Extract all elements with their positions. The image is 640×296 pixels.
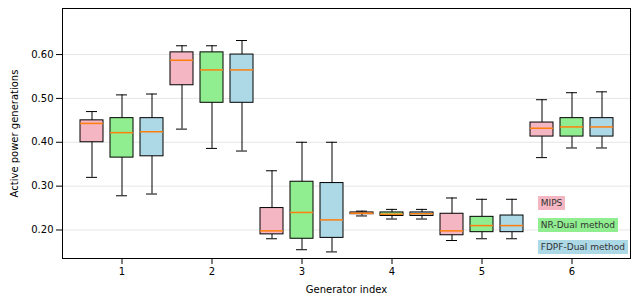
svg-text:0.60: 0.60 [31,49,53,60]
svg-text:Active power generations: Active power generations [9,70,20,198]
svg-text:6: 6 [569,266,575,277]
svg-text:0.20: 0.20 [31,224,53,235]
svg-text:2: 2 [209,266,215,277]
svg-text:1: 1 [119,266,125,277]
svg-text:0.50: 0.50 [31,93,53,104]
svg-text:Generator index: Generator index [306,284,387,295]
svg-text:3: 3 [299,266,305,277]
svg-text:5: 5 [479,266,485,277]
svg-text:0.40: 0.40 [31,136,53,147]
html-text:FDPF-Dual method: FDPF-Dual method [540,242,625,252]
svg-text:4: 4 [389,266,395,277]
svg-text:0.30: 0.30 [31,180,53,191]
html-text:NR-Dual method: NR-Dual method [540,220,615,230]
html-text:MIPS: MIPS [540,198,563,208]
